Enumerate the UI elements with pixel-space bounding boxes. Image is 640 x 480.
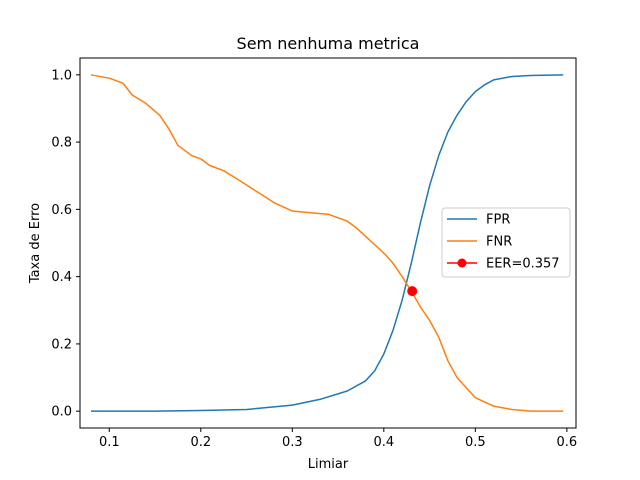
y-tick-label: 0.4 [51, 270, 72, 285]
x-tick-label: 0.3 [282, 435, 303, 450]
legend-fnr-label: FNR [486, 235, 512, 250]
x-tick-label: 0.2 [190, 435, 211, 450]
legend: FPR FNR EER=0.357 [441, 207, 571, 278]
plot-frame [79, 57, 577, 429]
y-tick-label: 0.2 [51, 337, 72, 352]
y-tick-label: 0.6 [51, 203, 72, 218]
y-tick-label: 0.8 [51, 136, 72, 151]
y-tick-label: 0.0 [51, 405, 72, 420]
legend-eer-label: EER=0.357 [486, 257, 560, 272]
x-tick-label: 0.5 [465, 435, 486, 450]
y-axis-label: Taxa de Erro [28, 203, 43, 284]
series-fpr-line [90, 74, 564, 412]
y-tick-label: 1.0 [51, 68, 72, 83]
x-tick-label: 0.6 [557, 435, 578, 450]
x-tick-label: 0.4 [373, 435, 394, 450]
legend-eer-marker [457, 258, 467, 268]
legend-fpr-label: FPR [486, 213, 510, 228]
x-tick-label: 0.1 [99, 435, 120, 450]
chart-title: Sem nenhuma metrica [237, 34, 420, 53]
x-axis-label: Limiar [308, 457, 349, 472]
x-axis-ticks: 0.1 0.2 0.3 0.4 0.5 0.6 [99, 428, 577, 450]
legend-box [441, 207, 571, 278]
plot-lines [90, 74, 564, 412]
eer-point [407, 286, 418, 297]
y-axis-ticks: 0.0 0.2 0.4 0.6 0.8 1.0 [51, 68, 80, 420]
series-fnr-line [90, 74, 564, 412]
eer-marker-layer [407, 286, 418, 297]
